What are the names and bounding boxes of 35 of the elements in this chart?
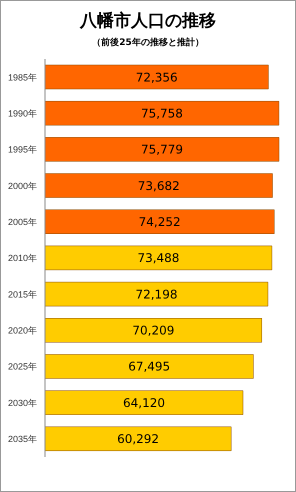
bar [44, 426, 232, 452]
bar [44, 64, 269, 90]
y-tick-label: 1985年 [8, 72, 37, 82]
y-tick-label: 2025年 [8, 362, 37, 372]
y-tick-label: 1995年 [8, 144, 37, 155]
y-tick-label: 2010年 [8, 253, 37, 264]
chart-subtitle: （前後25年の推移と推計） [91, 36, 205, 49]
bar [44, 137, 280, 162]
y-tick-label: 2015年 [8, 289, 37, 300]
y-tick-label: 2005年 [8, 217, 37, 228]
y-tick-label: 2035年 [8, 434, 37, 444]
bar [44, 100, 280, 126]
data-label: 60,292 [117, 432, 160, 446]
data-label: 67,495 [128, 360, 170, 374]
data-label: 73,682 [138, 178, 180, 193]
data-label: 75,758 [140, 106, 183, 120]
bar [44, 282, 268, 306]
data-label: 72,356 [136, 70, 178, 84]
bar [44, 209, 275, 234]
y-tick-label: 2020年 [8, 326, 37, 336]
data-label: 75,779 [141, 142, 183, 157]
bar [44, 390, 244, 415]
data-label: 74,252 [138, 214, 181, 229]
bar [44, 173, 273, 198]
y-tick-label: 1990年 [8, 108, 37, 118]
data-label: 64,120 [123, 396, 165, 410]
bar [44, 354, 254, 379]
bar [44, 318, 262, 343]
data-label: 70,209 [132, 324, 174, 338]
bar [44, 246, 272, 270]
y-tick-label: 2030年 [8, 398, 37, 408]
chart-title: 八幡市人口の推移 [78, 10, 217, 32]
data-label: 72,198 [135, 287, 178, 302]
data-label: 73,488 [137, 251, 180, 266]
y-tick-label: 2000年 [8, 180, 37, 191]
